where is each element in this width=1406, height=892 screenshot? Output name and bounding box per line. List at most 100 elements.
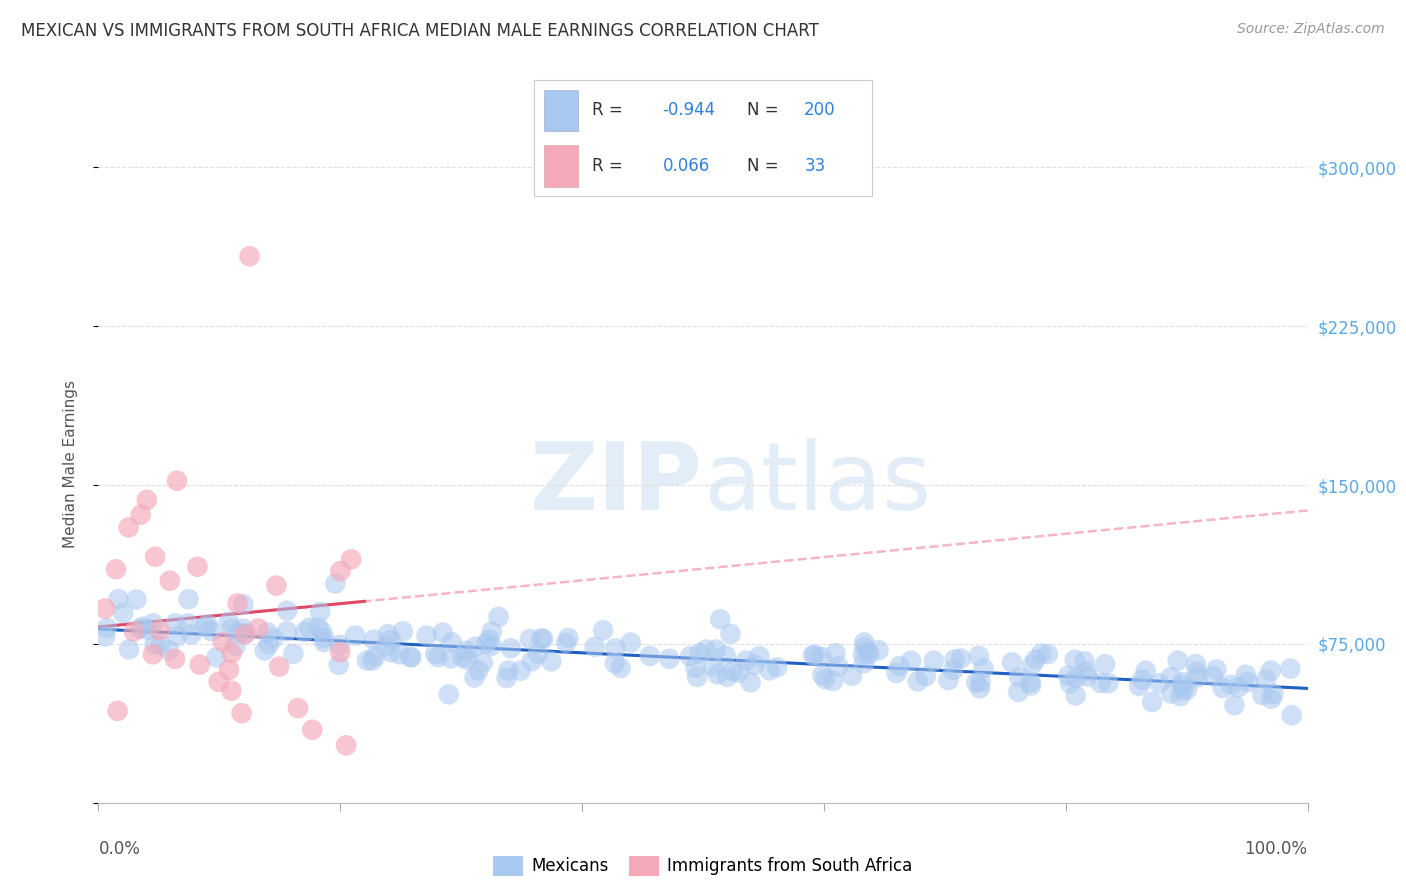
Point <box>1025 652 1047 666</box>
Point <box>188 657 211 672</box>
Point <box>1128 679 1150 693</box>
Point <box>841 669 863 683</box>
Point <box>886 665 908 680</box>
Point <box>1227 680 1250 694</box>
Point <box>709 612 731 626</box>
Text: ZIP: ZIP <box>530 438 703 530</box>
Point <box>266 579 288 593</box>
Point <box>716 670 738 684</box>
Point <box>232 598 254 612</box>
Point <box>1220 678 1243 692</box>
Point <box>157 643 180 657</box>
Point <box>519 632 541 646</box>
Text: -0.944: -0.944 <box>662 102 716 120</box>
Text: R =: R = <box>592 102 627 120</box>
Point <box>938 673 960 687</box>
Point <box>432 625 454 640</box>
Point <box>1094 657 1116 672</box>
Point <box>1279 662 1302 676</box>
Point <box>740 675 762 690</box>
Point <box>149 624 172 638</box>
Text: 0.0%: 0.0% <box>98 840 141 858</box>
Point <box>211 634 233 648</box>
Point <box>1063 653 1085 667</box>
Point <box>427 650 450 665</box>
Point <box>129 622 152 636</box>
Point <box>364 649 387 664</box>
Point <box>96 621 118 635</box>
Point <box>735 654 758 668</box>
Point <box>132 620 155 634</box>
Point <box>686 670 709 684</box>
Point <box>439 651 461 665</box>
Point <box>129 508 152 522</box>
Text: 200: 200 <box>804 102 835 120</box>
Point <box>658 652 681 666</box>
Point <box>821 673 844 688</box>
Point <box>766 660 789 674</box>
Text: R =: R = <box>592 157 627 175</box>
Point <box>721 665 744 679</box>
Point <box>853 640 876 655</box>
Point <box>1135 664 1157 678</box>
Point <box>392 624 415 639</box>
Point <box>1076 669 1098 683</box>
Point <box>1202 669 1225 683</box>
Point <box>256 625 278 640</box>
Point <box>900 654 922 668</box>
Text: atlas: atlas <box>703 438 931 530</box>
Point <box>401 650 423 665</box>
Bar <box>544 145 578 187</box>
Point <box>166 474 188 488</box>
Point <box>180 627 202 641</box>
Point <box>1008 670 1031 684</box>
Point <box>1064 671 1087 685</box>
Point <box>1057 668 1080 682</box>
Point <box>1171 675 1194 690</box>
Point <box>205 650 228 665</box>
Point <box>714 648 737 663</box>
Point <box>1160 686 1182 700</box>
Point <box>118 642 141 657</box>
Point <box>1001 656 1024 670</box>
Point <box>356 654 378 668</box>
Point <box>969 681 991 696</box>
Point <box>312 635 335 649</box>
Point <box>340 552 363 566</box>
Point <box>112 606 135 620</box>
Point <box>329 645 352 659</box>
Point <box>257 638 280 652</box>
Point <box>276 624 298 639</box>
Point <box>853 635 876 649</box>
Point <box>609 661 631 675</box>
Point <box>540 654 562 668</box>
Point <box>451 650 474 665</box>
Point <box>232 622 254 636</box>
Point <box>1007 685 1029 699</box>
Point <box>949 651 972 665</box>
Point <box>889 659 911 673</box>
Point <box>1212 681 1234 695</box>
Point <box>294 625 316 640</box>
Point <box>748 649 770 664</box>
Point <box>852 648 875 662</box>
Point <box>233 627 256 641</box>
Point <box>824 646 846 660</box>
Point <box>1097 676 1119 690</box>
Point <box>583 640 606 654</box>
Point <box>329 638 352 652</box>
Point <box>1254 673 1277 687</box>
Point <box>801 648 824 663</box>
Point <box>498 664 520 678</box>
Point <box>810 649 832 664</box>
Point <box>603 657 626 671</box>
Point <box>1281 708 1303 723</box>
Point <box>706 667 728 681</box>
Point <box>235 626 257 640</box>
Point <box>803 648 825 662</box>
Point <box>226 596 249 610</box>
Point <box>283 647 305 661</box>
Point <box>197 617 219 632</box>
Point <box>200 624 222 638</box>
Point <box>464 640 486 654</box>
